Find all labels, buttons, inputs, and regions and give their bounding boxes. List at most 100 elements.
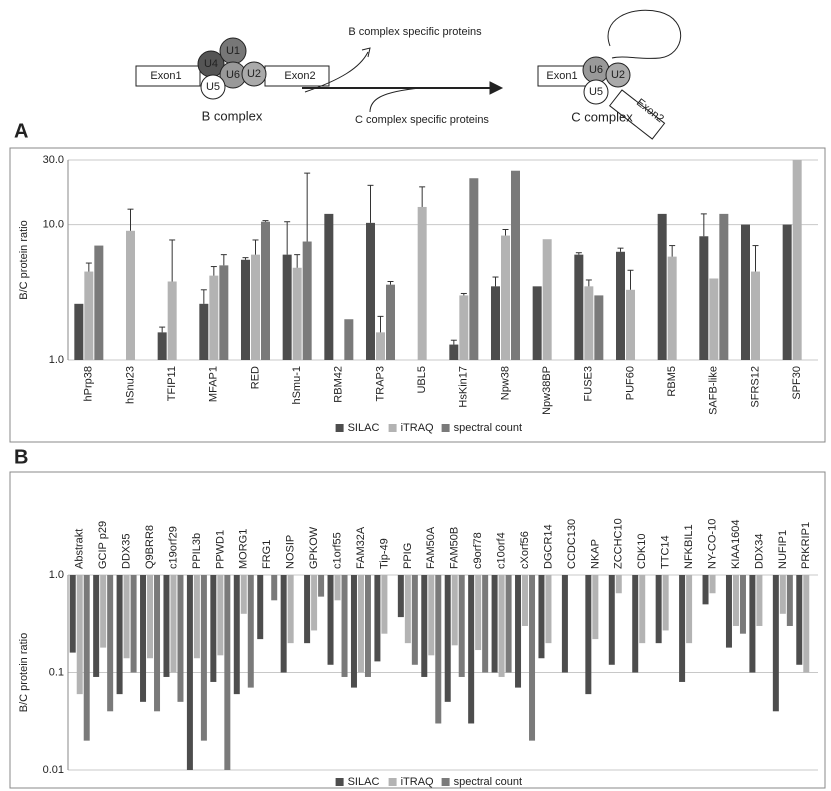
x-tick-label: PUF60 (624, 366, 636, 400)
y-tick-label: 0.01 (43, 764, 64, 776)
bar (248, 575, 254, 688)
bar (234, 575, 240, 694)
bar (626, 290, 635, 360)
bar (506, 575, 512, 673)
bar (492, 575, 498, 673)
bar (74, 304, 83, 360)
bar (468, 575, 474, 723)
label: U2 (611, 69, 625, 81)
bar (84, 272, 93, 360)
bar (751, 272, 760, 360)
bar (616, 575, 622, 593)
x-tick-label: KIAA1604 (730, 519, 742, 569)
bar (699, 236, 708, 360)
bar (710, 575, 716, 593)
bar (365, 575, 371, 677)
bar (374, 575, 380, 661)
y-axis-label: B/C protein ratio (18, 633, 30, 712)
bar (668, 257, 677, 360)
bar (773, 575, 779, 711)
bar (562, 575, 568, 673)
label: C complex specific proteins (355, 114, 489, 126)
bar (656, 575, 662, 643)
x-tick-label: NFKBIL1 (683, 524, 695, 569)
x-tick-label: ZCCHC10 (613, 518, 625, 569)
bar (545, 575, 551, 643)
x-tick-label: Tip-49 (378, 538, 390, 569)
x-tick-label: FUSE3 (583, 366, 595, 401)
bar (366, 223, 375, 360)
bar (168, 281, 177, 360)
bar (194, 575, 200, 658)
label: U1 (226, 45, 240, 57)
bar (482, 575, 488, 673)
bar (251, 255, 260, 360)
bar (261, 222, 270, 360)
label: U2 (247, 68, 261, 80)
bar (803, 575, 809, 673)
bar (209, 276, 218, 360)
bar (543, 239, 552, 360)
legend-label: SILAC (348, 776, 380, 788)
x-tick-label: NOSIP (285, 535, 297, 569)
figure: U4 U1 U6 U2 U5 Exon1 Exon2 B complex B c… (0, 0, 831, 791)
bar (719, 214, 728, 360)
bar (733, 575, 739, 626)
panel-label: B (14, 446, 28, 468)
bar (459, 575, 465, 677)
bar (780, 575, 786, 614)
label: U5 (589, 86, 603, 98)
legend-swatch (442, 424, 450, 432)
label: Exon1 (150, 70, 181, 82)
bar (658, 214, 667, 360)
bar (77, 575, 83, 694)
label: B complex (202, 108, 263, 123)
x-tick-label: PPIL3b (191, 533, 203, 569)
bar (257, 575, 263, 639)
label: U6 (589, 64, 603, 76)
legend-label: spectral count (454, 776, 522, 788)
bar (449, 345, 458, 360)
x-tick-label: SFRS12 (749, 366, 761, 408)
x-tick-label: PPWD1 (214, 530, 226, 569)
bar (335, 575, 341, 600)
bar (311, 575, 317, 630)
x-tick-label: c9orf78 (472, 532, 484, 569)
bar (783, 225, 792, 360)
y-axis-label: B/C protein ratio (18, 220, 30, 299)
legend-swatch (389, 778, 397, 786)
bar (412, 575, 418, 665)
x-tick-label: RBM5 (666, 366, 678, 397)
bar (199, 304, 208, 360)
arrow-head (490, 82, 502, 94)
lariat (608, 10, 681, 58)
bar (84, 575, 90, 741)
x-tick-label: DDX34 (753, 534, 765, 569)
bar (475, 575, 481, 650)
bar (459, 295, 468, 360)
bar (163, 575, 169, 677)
x-tick-label: FAM50A (425, 526, 437, 569)
bar (679, 575, 685, 682)
legend-swatch (442, 778, 450, 786)
bar (324, 214, 333, 360)
x-tick-label: TFIP11 (166, 366, 178, 401)
y-tick-label: 1.0 (49, 569, 64, 581)
x-tick-label: MFAP1 (208, 366, 220, 402)
bar (445, 575, 451, 702)
bar (386, 285, 395, 360)
bar (288, 575, 294, 643)
bar (328, 575, 334, 665)
x-tick-label: GCIP p29 (97, 521, 109, 569)
bar (703, 575, 709, 604)
bar (756, 575, 762, 626)
bar (351, 575, 357, 688)
bar (538, 575, 544, 658)
bar (726, 575, 732, 648)
bar (584, 286, 593, 360)
bar (303, 242, 312, 360)
bar (428, 575, 434, 655)
y-tick-label: 1.0 (49, 354, 64, 366)
bar (741, 225, 750, 360)
x-tick-label: DGCR14 (542, 524, 554, 569)
